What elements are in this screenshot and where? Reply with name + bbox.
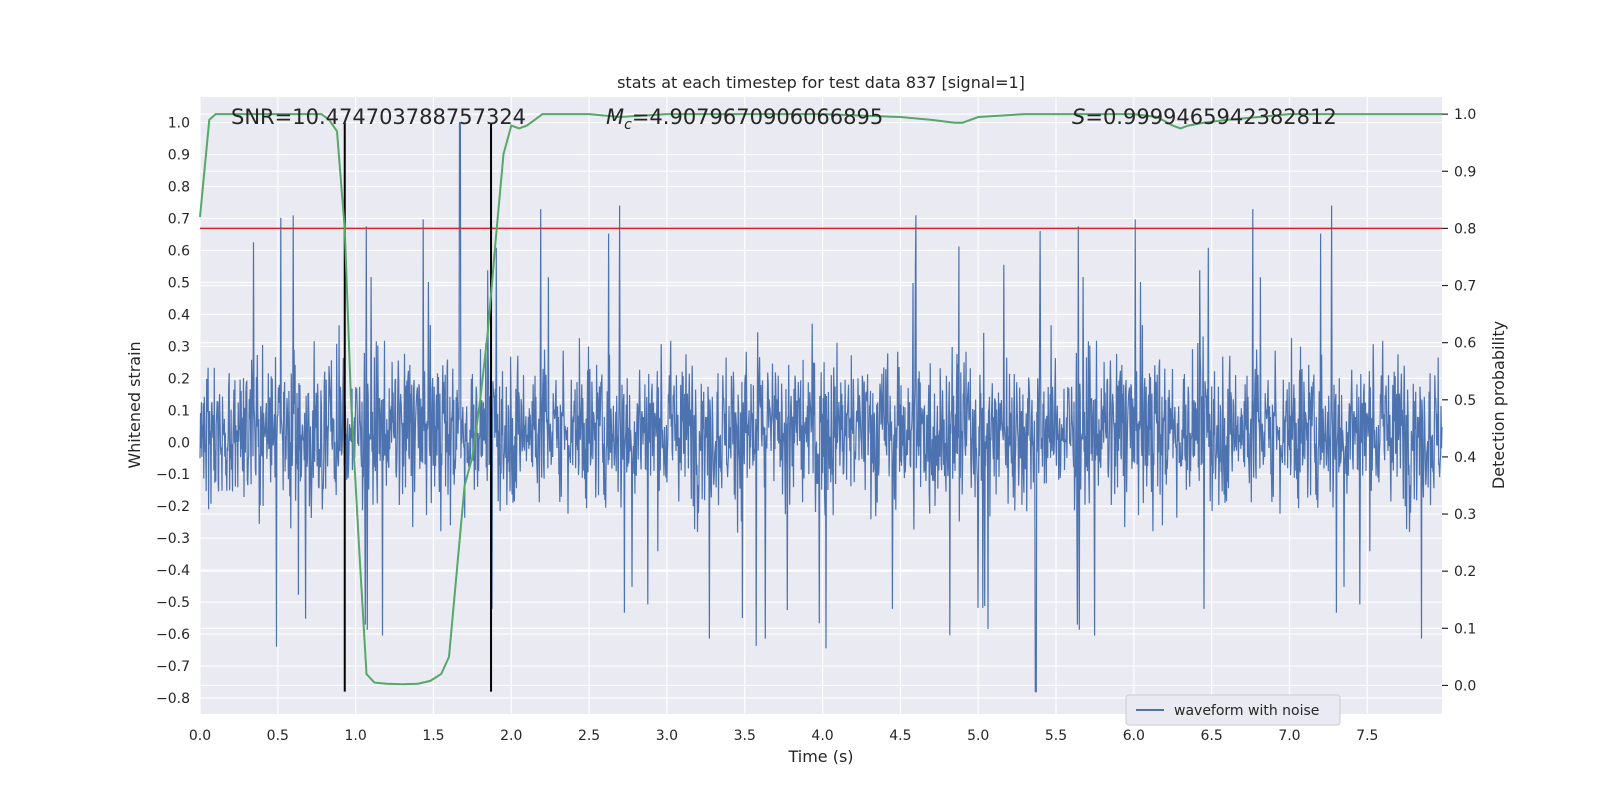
y2-tick-label: 0.7 (1454, 279, 1476, 295)
x-tick-label: 5.5 (1045, 728, 1067, 744)
x-tick-label: 1.0 (345, 728, 367, 744)
snr-annotation: SNR=10.474703788757324 (231, 105, 526, 129)
y-tick-label: 0.5 (168, 275, 190, 291)
y-tick-label: 0.4 (168, 307, 190, 323)
x-tick-label: 7.5 (1356, 728, 1378, 744)
y2-tick-label: 0.3 (1454, 507, 1476, 523)
y-tick-label: −0.3 (156, 531, 190, 547)
y-tick-label: −0.8 (156, 691, 190, 707)
y-tick-label: 1.0 (168, 116, 190, 132)
y-tick-label: 0.8 (168, 180, 190, 196)
y2-tick-label: 0.2 (1454, 564, 1476, 580)
chart-title: stats at each timestep for test data 837… (617, 73, 1025, 92)
x-tick-labels: 0.0 0.5 1.0 1.5 2.0 2.5 3.0 3.5 4.0 4.5 5.0 5.5 6.0 6… (189, 728, 1379, 744)
y-tick-label: 0.1 (168, 403, 190, 419)
legend-label: waveform with noise (1174, 703, 1319, 719)
probability-line (199, 113, 1442, 686)
legend-box (1125, 694, 1341, 726)
y2-tick-label: 0.5 (1454, 393, 1476, 409)
y-axis-label: Whitened strain (125, 341, 144, 468)
y-tick-label: −0.2 (156, 499, 190, 515)
y-tick-label: 0.9 (168, 148, 190, 164)
x-tick-label: 7.0 (1278, 728, 1300, 744)
chirp-mass-annotation: Mc=4.9079670906066895 (606, 105, 883, 133)
waveform-series (199, 121, 1443, 693)
y-tick-label: −0.4 (156, 563, 190, 579)
y-tick-labels: −0.8 −0.7 −0.6 −0.5 −0.4 −0.3 −0.2 −0.1 0.0 0.1 0.… (156, 116, 190, 707)
x-tick-label: 4.0 (811, 728, 833, 744)
y-tick-label: 0.7 (168, 211, 190, 227)
x-tick-label: 6.5 (1201, 728, 1223, 744)
waveform-line (199, 121, 1443, 693)
y-tick-label: −0.1 (156, 467, 190, 483)
x-tick-label: 1.5 (422, 728, 444, 744)
y-tick-label: −0.5 (156, 595, 190, 611)
y-tick-label: −0.6 (156, 627, 190, 643)
y-tick-label: 0.6 (168, 243, 190, 259)
x-tick-label: 4.5 (889, 728, 911, 744)
detection-probability-series (199, 113, 1442, 686)
y-tick-label: 0.0 (168, 435, 190, 451)
y-tick-label: 0.2 (168, 371, 190, 387)
x-tick-label: 6.0 (1123, 728, 1145, 744)
y-tick-label: 0.3 (168, 339, 190, 355)
y2-tick-label: 0.4 (1454, 450, 1476, 466)
x-tick-label: 2.5 (578, 728, 600, 744)
y2-tick-label: 0.8 (1454, 221, 1476, 237)
legend: waveform with noise (1125, 694, 1341, 726)
y2-tick-label: 0.6 (1454, 336, 1476, 352)
y2-axis-label: Detection probability (1489, 321, 1508, 489)
x-axis-label: Time (s) (787, 747, 853, 766)
x-tick-label: 5.0 (967, 728, 989, 744)
y2-tick-labels: 0.0 0.1 0.2 0.3 0.4 0.5 0.6 0.7 0.8 0.9 1.0 (1442, 107, 1476, 694)
y-tick-label: −0.7 (156, 659, 190, 675)
x-tick-label: 3.0 (656, 728, 678, 744)
x-tick-label: 0.0 (189, 728, 211, 744)
x-tick-label: 3.5 (734, 728, 756, 744)
x-tick-label: 0.5 (267, 728, 289, 744)
x-tick-label: 2.0 (500, 728, 522, 744)
score-annotation: S=0.9999465942382812 (1072, 105, 1337, 129)
y2-tick-label: 1.0 (1454, 107, 1476, 123)
y2-tick-label: 0.9 (1454, 164, 1476, 180)
y2-tick-label: 0.1 (1454, 621, 1476, 637)
y2-tick-label: 0.0 (1454, 678, 1476, 694)
